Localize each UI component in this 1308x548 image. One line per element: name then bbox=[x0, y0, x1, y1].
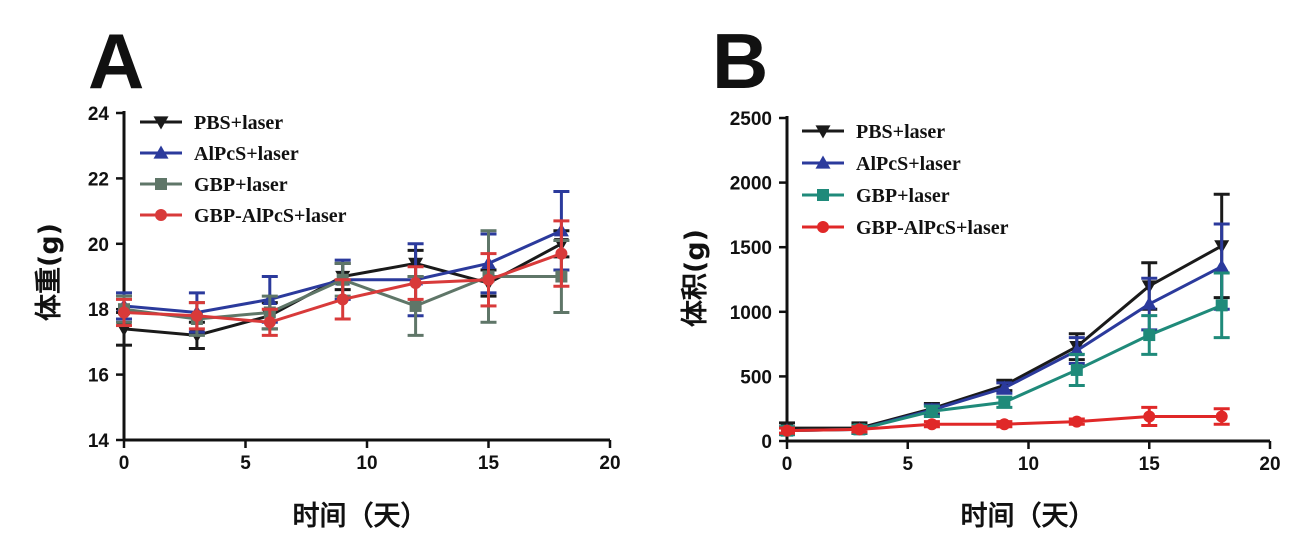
legend-marker bbox=[153, 145, 169, 159]
legend-marker bbox=[153, 116, 169, 130]
data-point bbox=[482, 273, 495, 286]
data-point bbox=[1070, 363, 1083, 376]
data-point bbox=[1070, 415, 1083, 428]
y-tick-label: 2500 bbox=[730, 109, 772, 130]
data-point bbox=[555, 247, 568, 260]
panel-label-a: A bbox=[88, 17, 144, 105]
data-point bbox=[1215, 299, 1228, 312]
x-tick-label: 10 bbox=[356, 453, 377, 474]
legend-label: GBP-AlPcS+laser bbox=[194, 205, 347, 227]
data-point bbox=[925, 405, 938, 418]
legend-label: AlPcS+laser bbox=[194, 143, 299, 165]
y-tick-label: 22 bbox=[88, 169, 109, 190]
data-point bbox=[336, 293, 349, 306]
data-point bbox=[1215, 410, 1228, 423]
data-point bbox=[409, 277, 422, 290]
data-point bbox=[1143, 329, 1156, 342]
data-point bbox=[1069, 343, 1085, 357]
y-tick-label: 1500 bbox=[730, 238, 772, 259]
x-tick-label: 20 bbox=[599, 453, 620, 474]
legend-label: AlPcS+laser bbox=[856, 153, 961, 175]
legend-marker bbox=[817, 189, 829, 201]
data-point bbox=[998, 396, 1011, 409]
legend-label: PBS+laser bbox=[194, 112, 283, 134]
x-tick-label: 15 bbox=[1139, 454, 1161, 475]
data-point bbox=[1214, 259, 1230, 273]
legend-label: GBP+laser bbox=[856, 185, 950, 207]
data-point bbox=[1141, 296, 1157, 310]
data-point bbox=[781, 424, 793, 437]
data-point bbox=[996, 380, 1012, 394]
y-axis-title: 体积(g) bbox=[680, 229, 711, 327]
data-point bbox=[1143, 410, 1156, 423]
legend-label: GBP+laser bbox=[194, 174, 288, 196]
data-point bbox=[263, 316, 276, 329]
panel-a: A 0 5 10 15 20 14 16 18 20 22 24 PBS+laser AlPcS+las… bbox=[34, 17, 621, 532]
x-tick-label: 10 bbox=[1018, 454, 1039, 475]
x-tick-label: 20 bbox=[1259, 454, 1280, 475]
panel-label-b: B bbox=[712, 17, 768, 105]
y-tick-label: 500 bbox=[740, 367, 772, 388]
legend-marker bbox=[815, 155, 831, 169]
x-axis-title: 时间（天） bbox=[961, 501, 1096, 532]
x-tick-label: 5 bbox=[240, 453, 251, 474]
legend-marker bbox=[815, 125, 831, 139]
y-tick-label: 18 bbox=[88, 300, 109, 321]
data-point bbox=[853, 423, 866, 436]
x-tick-label: 5 bbox=[902, 454, 913, 475]
data-point bbox=[409, 299, 422, 312]
legend-marker bbox=[155, 209, 167, 221]
series-GBP-AlPcS+laser bbox=[116, 219, 570, 337]
y-tick-label: 0 bbox=[761, 432, 772, 453]
y-tick-label: 2000 bbox=[730, 174, 772, 195]
y-axis-title: 体重(g) bbox=[34, 223, 65, 321]
x-tick-label: 0 bbox=[782, 454, 793, 475]
y-tick-label: 1000 bbox=[730, 303, 772, 324]
series-line bbox=[786, 303, 1223, 433]
y-tick-label: 14 bbox=[88, 431, 110, 452]
panel-b: B 0 5 10 15 20 0 500 1000 1500 2000 2500 PBS+laser A… bbox=[680, 17, 1281, 532]
series-GBP-AlPcS+laser bbox=[779, 405, 1230, 437]
y-tick-label: 24 bbox=[88, 104, 110, 125]
legend-label: GBP-AlPcS+laser bbox=[856, 217, 1009, 239]
data-point bbox=[925, 418, 938, 431]
data-point bbox=[998, 418, 1011, 431]
y-tick-label: 16 bbox=[88, 366, 109, 387]
x-axis-title: 时间（天） bbox=[293, 501, 428, 532]
x-tick-label: 0 bbox=[119, 453, 130, 474]
data-point bbox=[118, 306, 130, 319]
legend-marker bbox=[817, 221, 829, 233]
legend-label: PBS+laser bbox=[856, 121, 945, 143]
data-point bbox=[190, 309, 203, 322]
legend-marker bbox=[155, 178, 167, 190]
y-tick-label: 20 bbox=[88, 235, 109, 256]
x-tick-label: 15 bbox=[478, 453, 500, 474]
